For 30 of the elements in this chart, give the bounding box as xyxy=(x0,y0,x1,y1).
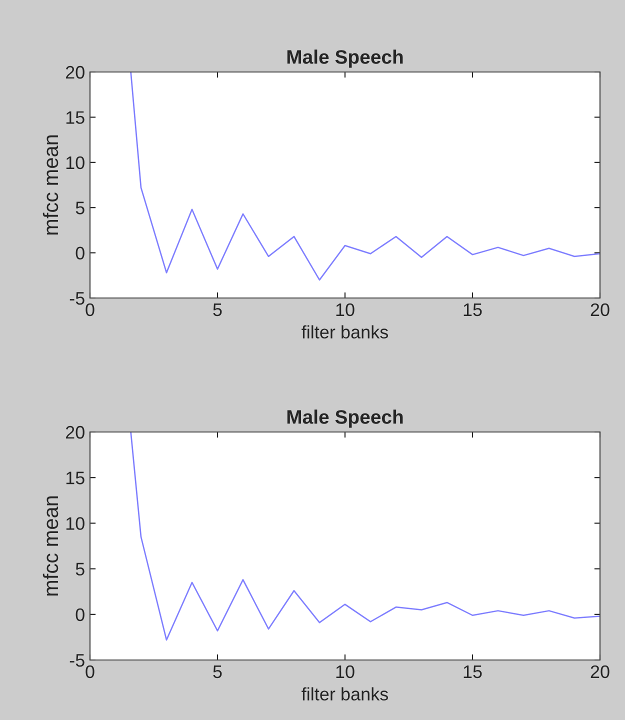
y-tick-label: 5 xyxy=(76,562,84,576)
x-tick-label: 20 xyxy=(590,303,610,316)
y-tick-label: 0 xyxy=(76,246,84,260)
x-tick-label: 10 xyxy=(336,303,354,316)
y-tick-label: 0 xyxy=(76,608,84,622)
chart-title: Male Speech xyxy=(287,410,403,428)
y-tick-label: 10 xyxy=(66,517,84,530)
x-tick-label: 20 xyxy=(590,665,610,678)
x-tick-label: 15 xyxy=(464,304,482,316)
x-tick-label: 10 xyxy=(336,665,354,678)
x-axis-title: filter banks xyxy=(302,325,388,339)
y-axis-title: mfcc mean xyxy=(42,496,58,596)
y-tick-label: 5 xyxy=(76,202,84,214)
y-tick-label: -5 xyxy=(70,292,84,305)
y-axis-title: mfcc mean xyxy=(42,135,58,235)
x-tick-label: 15 xyxy=(464,666,482,678)
x-tick-label: 0 xyxy=(86,665,94,678)
x-tick-label: 5 xyxy=(213,666,222,678)
y-tick-label: 20 xyxy=(66,66,84,79)
line-series xyxy=(130,72,600,281)
x-axis-title: filter banks xyxy=(302,687,388,701)
y-tick-label: -5 xyxy=(70,654,84,667)
y-tick-label: 20 xyxy=(66,426,84,439)
line-series xyxy=(130,432,600,641)
y-tick-label: 10 xyxy=(66,156,84,170)
y-tick-label: 15 xyxy=(66,111,84,124)
y-tick-label: 15 xyxy=(66,472,84,484)
x-tick-label: 0 xyxy=(86,303,94,316)
x-tick-label: 5 xyxy=(213,304,222,316)
chart-title: Male Speech xyxy=(287,50,403,68)
